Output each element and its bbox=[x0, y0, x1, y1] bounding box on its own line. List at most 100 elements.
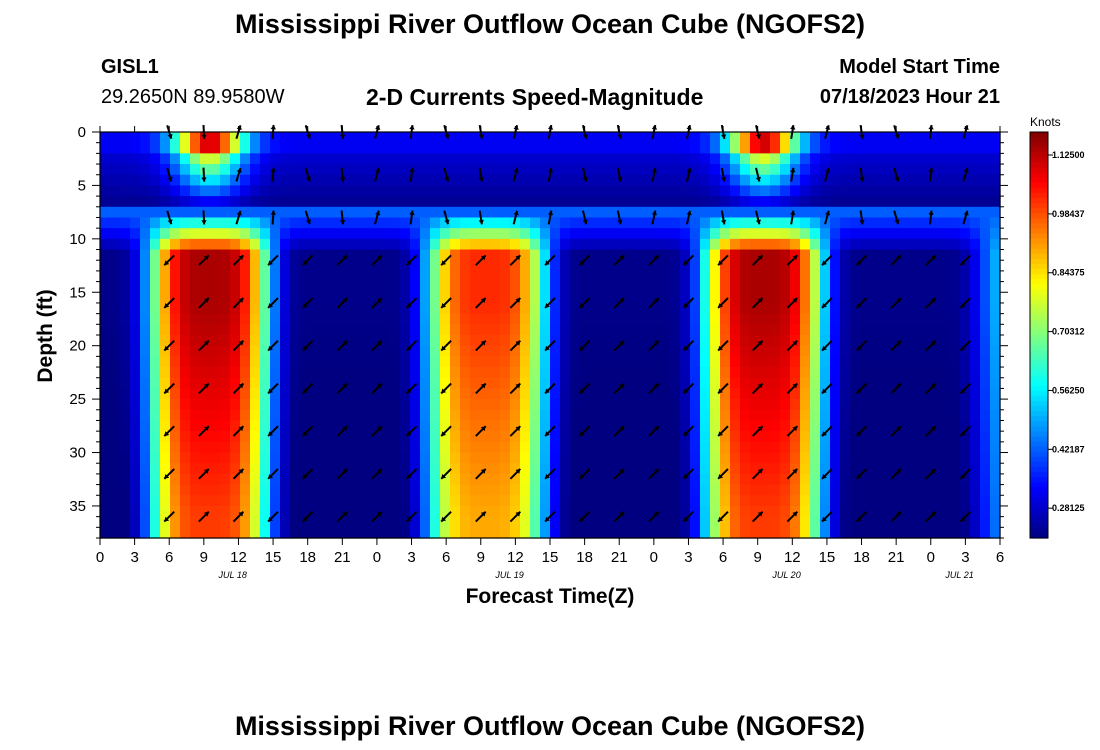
heatmap-cell bbox=[630, 206, 641, 219]
heatmap-cell bbox=[470, 174, 481, 187]
x-tick-label: 12 bbox=[784, 549, 801, 566]
heatmap-cell bbox=[220, 452, 231, 464]
heatmap-cell bbox=[960, 206, 971, 219]
heatmap-cell bbox=[740, 238, 751, 251]
heatmap-cell bbox=[300, 463, 311, 475]
heatmap-cell bbox=[860, 345, 871, 357]
heatmap-cell bbox=[380, 420, 391, 432]
heatmap-cell bbox=[190, 174, 201, 187]
heatmap-cell bbox=[210, 441, 221, 454]
current-arrow bbox=[478, 210, 484, 225]
heatmap-cell bbox=[160, 313, 171, 325]
heatmap-cell bbox=[810, 335, 821, 347]
heatmap-cell bbox=[540, 335, 551, 347]
heatmap-cell bbox=[230, 260, 241, 272]
heatmap-cell bbox=[340, 324, 351, 336]
heatmap-cell bbox=[320, 260, 331, 272]
x-tick-label: 6 bbox=[442, 549, 450, 566]
current-arrow bbox=[198, 425, 210, 437]
heatmap-cell bbox=[260, 452, 271, 464]
heatmap-cell bbox=[400, 367, 411, 379]
heatmap-cell bbox=[930, 132, 941, 144]
heatmap-cell bbox=[540, 217, 551, 229]
heatmap-cell bbox=[530, 516, 541, 528]
heatmap-cell bbox=[430, 452, 441, 464]
heatmap-cell bbox=[830, 185, 841, 197]
current-arrow bbox=[440, 254, 452, 266]
heatmap-cell bbox=[950, 174, 961, 187]
heatmap-cell bbox=[310, 228, 321, 240]
heatmap-cell bbox=[490, 516, 501, 528]
current-arrow bbox=[821, 510, 833, 523]
heatmap-cell bbox=[570, 356, 581, 368]
heatmap-cell bbox=[290, 367, 301, 379]
heatmap-cell bbox=[680, 505, 691, 518]
heatmap-cell bbox=[540, 473, 551, 486]
heatmap-cell bbox=[400, 132, 411, 144]
heatmap-cell bbox=[480, 367, 491, 379]
heatmap-cell bbox=[110, 452, 121, 464]
heatmap-cell bbox=[850, 399, 861, 411]
heatmap-cell bbox=[220, 260, 231, 272]
heatmap-cell bbox=[420, 473, 431, 486]
heatmap-cell bbox=[270, 174, 281, 187]
heatmap-cell bbox=[720, 399, 731, 411]
heatmap-cell bbox=[120, 452, 131, 464]
heatmap-cell bbox=[340, 516, 351, 528]
heatmap-cell bbox=[330, 420, 341, 432]
heatmap-cell bbox=[230, 463, 241, 475]
heatmap-cell bbox=[660, 270, 671, 283]
heatmap-cell bbox=[620, 399, 631, 411]
heatmap-cell bbox=[530, 345, 541, 357]
heatmap-cell bbox=[250, 217, 261, 229]
heatmap-cell bbox=[520, 356, 531, 368]
heatmap-cell bbox=[420, 174, 431, 187]
heatmap-cell bbox=[380, 228, 391, 240]
heatmap-cell bbox=[990, 260, 1001, 272]
heatmap-cell bbox=[620, 217, 631, 229]
heatmap-cell bbox=[800, 441, 811, 454]
heatmap-cell bbox=[160, 388, 171, 400]
heatmap-cell bbox=[680, 281, 691, 293]
heatmap-cell bbox=[630, 377, 641, 390]
current-arrow bbox=[409, 167, 415, 182]
heatmap-cell bbox=[550, 228, 561, 240]
heatmap-cell bbox=[440, 527, 451, 539]
heatmap-cell bbox=[490, 452, 501, 464]
heatmap-cell bbox=[850, 516, 861, 528]
heatmap-cell bbox=[830, 441, 841, 454]
heatmap-cell bbox=[210, 356, 221, 368]
colorbar-segment bbox=[1030, 522, 1048, 529]
heatmap-cell bbox=[280, 313, 291, 325]
heatmap-cell bbox=[940, 196, 951, 208]
heatmap-cell bbox=[760, 164, 771, 176]
heatmap-cell bbox=[340, 228, 351, 240]
heatmap-cell bbox=[820, 142, 831, 154]
heatmap-cell bbox=[240, 238, 251, 251]
heatmap-cell bbox=[810, 313, 821, 325]
heatmap-cell bbox=[420, 345, 431, 357]
heatmap-cell bbox=[240, 142, 251, 154]
heatmap-cell bbox=[800, 217, 811, 229]
heatmap-cell bbox=[780, 527, 791, 539]
heatmap-cell bbox=[450, 516, 461, 528]
heatmap-cell bbox=[990, 473, 1001, 486]
heatmap-cell bbox=[240, 388, 251, 400]
heatmap-cell bbox=[170, 174, 181, 187]
heatmap-cell bbox=[130, 516, 141, 528]
heatmap-cell bbox=[560, 420, 571, 432]
heatmap-cell bbox=[110, 206, 121, 219]
heatmap-cell bbox=[120, 388, 131, 400]
heatmap-cell bbox=[610, 367, 621, 379]
heatmap-cell bbox=[990, 441, 1001, 454]
heatmap-cell bbox=[780, 452, 791, 464]
heatmap-cell bbox=[640, 367, 651, 379]
heatmap-cell bbox=[660, 527, 671, 539]
heatmap-cell bbox=[850, 164, 861, 176]
heatmap-cell bbox=[470, 185, 481, 197]
x-tick-label: 0 bbox=[96, 549, 104, 566]
heatmap-cell bbox=[170, 409, 181, 422]
heatmap-cell bbox=[910, 249, 921, 261]
heatmap-cell bbox=[730, 335, 741, 347]
heatmap-cell bbox=[730, 260, 741, 272]
